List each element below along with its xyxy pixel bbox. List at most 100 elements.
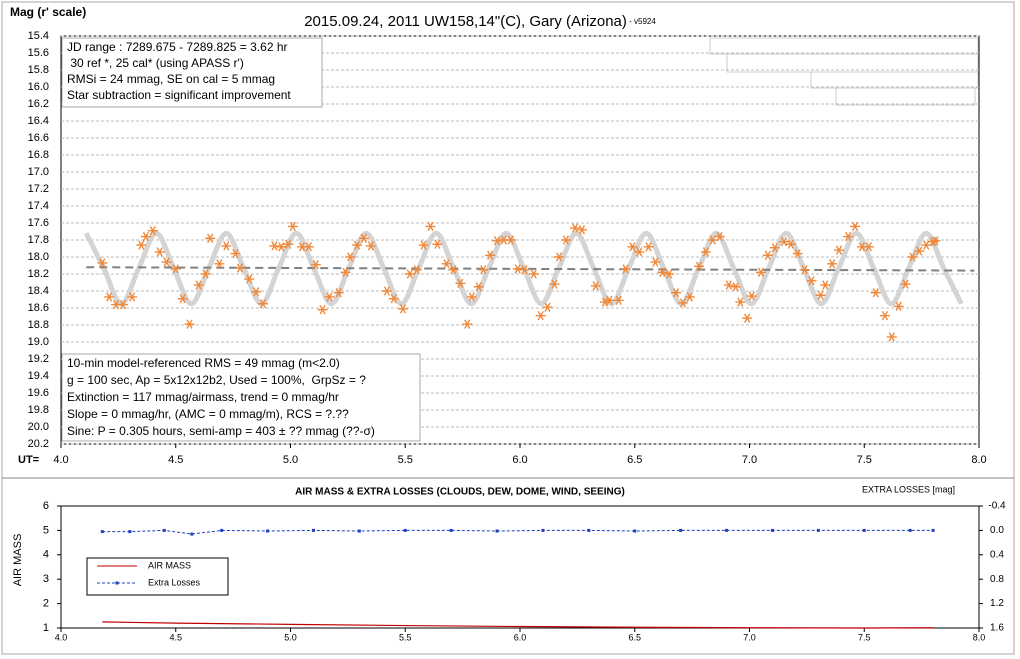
data-point bbox=[684, 292, 695, 302]
series-marker bbox=[587, 528, 591, 532]
y-tick-label: 4 bbox=[43, 549, 49, 561]
data-point bbox=[930, 236, 941, 246]
y2-tick-label: 0.8 bbox=[990, 574, 1004, 585]
y-axis-label: Mag (r' scale) bbox=[10, 5, 86, 19]
data-point bbox=[276, 242, 287, 252]
data-point bbox=[184, 319, 195, 329]
data-point bbox=[723, 280, 734, 290]
data-point bbox=[127, 292, 138, 302]
data-point bbox=[843, 231, 854, 242]
data-point bbox=[827, 259, 838, 269]
series-marker bbox=[449, 528, 453, 532]
data-point bbox=[799, 265, 810, 275]
data-point bbox=[136, 240, 147, 250]
data-point bbox=[140, 231, 151, 242]
series-marker bbox=[190, 532, 194, 536]
y-tick-label: 16.8 bbox=[28, 149, 49, 161]
data-point bbox=[448, 265, 459, 275]
data-point bbox=[381, 286, 392, 296]
data-point bbox=[560, 235, 571, 245]
annotation-text: 30 ref *, 25 cal* (using APASS r') bbox=[67, 56, 244, 70]
series-marker bbox=[495, 529, 499, 533]
title-note: - v5924 bbox=[627, 17, 656, 26]
data-point bbox=[664, 269, 675, 279]
data-point bbox=[257, 299, 268, 309]
y-tick-label: 1 bbox=[43, 622, 49, 634]
data-point bbox=[778, 237, 789, 247]
data-point bbox=[324, 292, 335, 302]
series-marker bbox=[770, 528, 774, 532]
data-point bbox=[193, 280, 204, 290]
series-marker bbox=[266, 529, 270, 533]
data-point bbox=[907, 252, 918, 262]
data-point bbox=[535, 310, 546, 321]
data-point bbox=[269, 241, 280, 251]
data-point bbox=[755, 267, 766, 277]
data-point bbox=[671, 288, 682, 298]
x-tick-label: 6.5 bbox=[628, 632, 641, 642]
data-point bbox=[221, 241, 232, 251]
data-point bbox=[528, 269, 539, 279]
annotation-text: Sine: P = 0.305 hours, semi-amp = 403 ± … bbox=[67, 424, 375, 438]
series-marker bbox=[816, 528, 820, 532]
x-tick-label: 7.0 bbox=[743, 632, 756, 642]
x-tick-label: 4.0 bbox=[53, 454, 68, 466]
data-point bbox=[657, 267, 668, 277]
data-point bbox=[870, 288, 881, 298]
data-point bbox=[820, 280, 831, 290]
y-tick-label: 17.8 bbox=[28, 234, 49, 246]
data-point bbox=[352, 240, 363, 250]
data-point bbox=[200, 269, 211, 279]
annotation-text: JD range : 7289.675 - 7289.825 = 3.62 hr bbox=[67, 40, 288, 54]
y-tick-label: 18.0 bbox=[28, 251, 49, 263]
data-point bbox=[235, 263, 246, 273]
data-point bbox=[154, 247, 165, 257]
y-tick-label: 15.8 bbox=[28, 64, 49, 76]
annotation-text: Star subtraction = significant improveme… bbox=[67, 88, 291, 102]
y-tick-label: 16.0 bbox=[28, 81, 49, 93]
data-point bbox=[418, 240, 429, 250]
annotation-box bbox=[61, 37, 323, 108]
y-tick-label: 2 bbox=[43, 598, 49, 610]
x-tick-label: 8.0 bbox=[971, 454, 986, 466]
y2-tick-label: 0.0 bbox=[990, 525, 1004, 536]
data-point bbox=[104, 292, 115, 302]
blank-box bbox=[726, 53, 979, 73]
data-point bbox=[340, 267, 351, 277]
data-point bbox=[815, 290, 826, 300]
data-point bbox=[714, 231, 725, 242]
data-point bbox=[893, 301, 904, 311]
y-tick-label: 16.6 bbox=[28, 132, 49, 144]
y-tick-label: 15.4 bbox=[28, 30, 49, 42]
data-point bbox=[576, 225, 587, 235]
data-point bbox=[492, 236, 503, 246]
data-point bbox=[455, 278, 466, 289]
data-point bbox=[251, 287, 262, 297]
data-point bbox=[117, 299, 128, 310]
y-tick-label: 18.4 bbox=[28, 285, 49, 297]
y-tick-label: 18.8 bbox=[28, 319, 49, 331]
data-point bbox=[333, 288, 344, 298]
x-tick-label: 7.5 bbox=[858, 632, 871, 642]
data-point bbox=[358, 233, 369, 243]
y-tick-label: 16.4 bbox=[28, 115, 49, 127]
data-point bbox=[886, 332, 897, 342]
x-tick-label: 8.0 bbox=[973, 632, 986, 642]
data-point bbox=[441, 259, 452, 269]
chart-title: 2015.09.24, 2011 UW158,14"(C), Gary (Ari… bbox=[304, 13, 656, 30]
data-point bbox=[432, 239, 443, 249]
y-tick-label: 15.6 bbox=[28, 47, 49, 59]
y-tick-label: 19.2 bbox=[28, 353, 49, 365]
series-line bbox=[102, 621, 934, 629]
data-point bbox=[345, 252, 356, 262]
y2-tick-label: 1.6 bbox=[990, 623, 1004, 634]
series-marker bbox=[725, 528, 729, 532]
legend-box bbox=[86, 557, 229, 596]
data-point bbox=[746, 291, 757, 301]
y-tick-label: 17.6 bbox=[28, 217, 49, 229]
x-tick-label: 6.0 bbox=[512, 454, 527, 466]
data-point bbox=[214, 259, 225, 269]
data-point bbox=[730, 282, 741, 292]
y-tick-label: 16.2 bbox=[28, 98, 49, 110]
